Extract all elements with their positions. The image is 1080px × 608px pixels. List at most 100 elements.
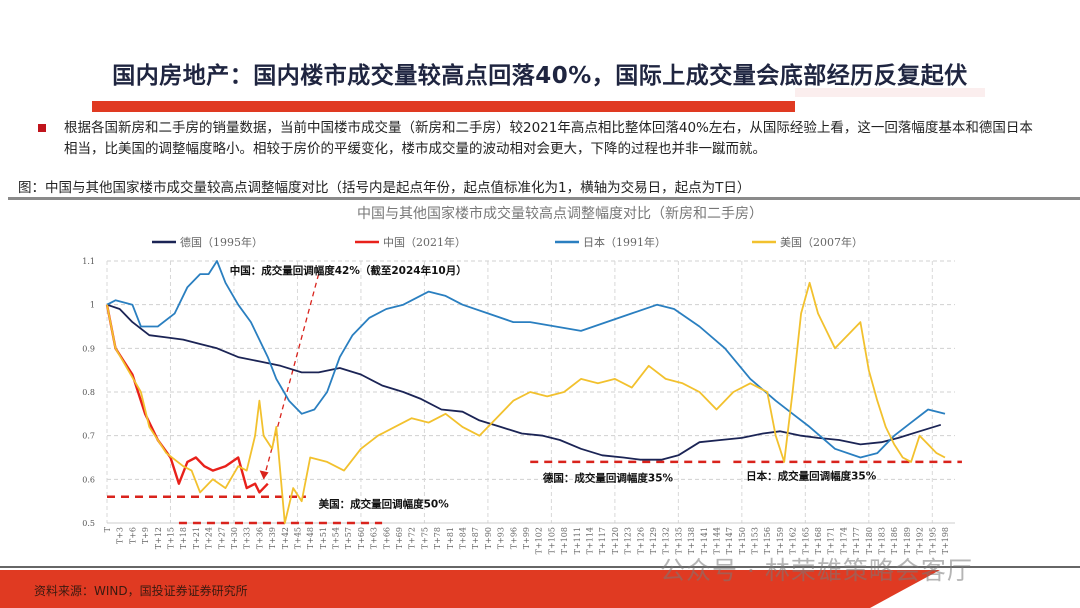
- x-tick-label: T+96: [509, 527, 518, 549]
- x-tick-label: T+63: [370, 527, 379, 549]
- series-line: [105, 304, 269, 494]
- x-tick-label: T+75: [420, 527, 429, 549]
- x-tick-label: T+186: [890, 527, 899, 554]
- y-tick-label: 0.6: [82, 475, 95, 484]
- x-tick-label: T+138: [687, 527, 696, 554]
- x-tick-label: T+12: [154, 527, 163, 549]
- x-tick-label: T+174: [839, 527, 848, 554]
- legend: 德国（1995年） 中国（2021年） 日本（1991年） 美国（2007年）: [152, 235, 863, 249]
- annotations: 中国：成交量回调幅度42%（截至2024年10月） 美国：成交量回调幅度50% 德国…: [230, 264, 877, 511]
- x-tick-label: T+39: [268, 527, 277, 549]
- chart-title: 中国与其他国家楼市成交量较高点调整幅度对比（新房和二手房）: [357, 205, 763, 222]
- x-tick-label: T+3: [116, 527, 125, 544]
- decorative-bar: [795, 88, 985, 97]
- x-tick-label: T+90: [484, 527, 493, 549]
- x-tick-label: T+111: [573, 527, 582, 554]
- series-line: [106, 260, 946, 459]
- x-tick-label: T+141: [700, 527, 709, 554]
- x-tick-label: T+51: [319, 527, 328, 549]
- x-tick-label: T+78: [433, 527, 442, 549]
- body-text: 根据各国新房和二手房的销量数据，当前中国楼市成交量（新房和二手房）较2021年高…: [64, 120, 1033, 157]
- x-tick-label: T+144: [712, 527, 721, 554]
- annotation-label: 中国：成交量回调幅度42%（截至2024年10月）: [230, 264, 467, 277]
- series-line: [106, 303, 942, 461]
- x-tick-label: T+135: [674, 527, 683, 554]
- footer-band: [0, 570, 940, 608]
- arrow-head-icon: [259, 470, 269, 480]
- x-tick-label: T+81: [446, 527, 455, 549]
- x-tick-label: T+198: [941, 527, 950, 554]
- x-tick-label: T+99: [522, 527, 531, 549]
- source-note: 资料来源：WIND，国投证券证券研究所: [34, 584, 248, 598]
- line-chart: 中国与其他国家楼市成交量较高点调整幅度对比（新房和二手房） 0.5 0.6 0.7 0…: [82, 205, 962, 554]
- x-tick-label: T+72: [408, 527, 417, 549]
- x-tick-label: T+180: [865, 527, 874, 554]
- x-tick-label: T+162: [789, 527, 798, 554]
- x-tick-label: T+6: [128, 527, 137, 544]
- x-tick-label: T+123: [624, 527, 633, 554]
- x-tick-label: T+42: [281, 527, 290, 549]
- x-tick-label: T+114: [585, 527, 594, 554]
- legend-label: 中国（2021年）: [383, 235, 466, 249]
- series-line: [106, 281, 946, 524]
- x-tick-label: T+105: [547, 527, 556, 554]
- x-tick-label: T+195: [928, 527, 937, 554]
- y-tick-label: 0.5: [82, 519, 95, 528]
- legend-label: 美国（2007年）: [780, 235, 863, 249]
- reference-lines: [107, 273, 962, 525]
- x-tick-label: T: [103, 526, 112, 532]
- y-tick-label: 1.1: [82, 257, 95, 266]
- x-tick-label: T+93: [497, 527, 506, 549]
- series-lines: [105, 260, 946, 524]
- footer-divider: [0, 566, 1080, 568]
- x-tick-label: T+15: [166, 527, 175, 549]
- y-tick-label: 0.7: [82, 432, 95, 441]
- x-tick-label: T+132: [662, 527, 671, 554]
- x-tick-label: T+126: [636, 527, 645, 554]
- x-tick-label: T+183: [878, 527, 887, 554]
- x-tick-label: T+36: [255, 527, 264, 549]
- x-tick-label: T+27: [217, 527, 226, 549]
- x-tick-label: T+150: [738, 527, 747, 554]
- x-tick-label: T+177: [852, 527, 861, 554]
- x-tick-label: T+165: [801, 527, 810, 554]
- x-tick-label: T+24: [205, 527, 214, 549]
- x-tick-label: T+87: [471, 527, 480, 549]
- y-tick-label: 0.9: [82, 344, 95, 353]
- x-tick-label: T+84: [459, 527, 468, 549]
- caption-divider: [8, 197, 1080, 200]
- x-tick-label: T+30: [230, 527, 239, 549]
- x-tick-label: T+45: [293, 527, 302, 549]
- x-tick-label: T+57: [344, 527, 353, 549]
- x-tick-label: T+171: [827, 527, 836, 554]
- watermark: 公众号 · 林荣雄策略会客厅: [660, 556, 973, 585]
- axes: 0.5 0.6 0.7 0.8 0.9 1 1.1 T T+3 T+6 T+9 T+12 T+15 T+1…: [82, 257, 955, 554]
- x-tick-label: T+120: [611, 527, 620, 554]
- x-tick-label: T+33: [243, 527, 252, 549]
- x-tick-label: T+66: [382, 527, 391, 549]
- title-underline-bar: [92, 101, 795, 112]
- x-tick-label: T+159: [776, 527, 785, 554]
- x-tick-label: T+108: [560, 527, 569, 554]
- figure-caption: 图：中国与其他国家楼市成交量较高点调整幅度对比（括号内是起点年份，起点值标准化为…: [18, 180, 751, 196]
- x-tick-label: T+129: [649, 527, 658, 554]
- annotation-label: 德国：成交量回调幅度35%: [542, 472, 674, 485]
- slide-title: 国内房地产：国内楼市成交量较高点回落40%，国际上成交量会底部经历反复起伏: [112, 63, 968, 89]
- x-tick-label: T+48: [306, 527, 315, 549]
- annotation-label: 日本：成交量回调幅度35%: [746, 469, 877, 482]
- x-tick-label: T+54: [332, 527, 341, 549]
- y-tick-label: 1: [90, 301, 95, 310]
- x-tick-label: T+156: [763, 527, 772, 554]
- annotation-label: 美国：成交量回调幅度50%: [319, 498, 450, 511]
- legend-label: 德国（1995年）: [180, 235, 263, 249]
- x-tick-label: T+69: [395, 527, 404, 549]
- y-tick-label: 0.8: [82, 388, 95, 397]
- x-tick-label: T+60: [357, 527, 366, 549]
- x-tick-label: T+168: [814, 527, 823, 554]
- x-tick-label: T+189: [903, 527, 912, 554]
- bullet-icon: [38, 124, 46, 132]
- x-tick-label: T+117: [598, 527, 607, 554]
- x-tick-label: T+192: [916, 527, 925, 554]
- x-tick-label: T+21: [192, 527, 201, 549]
- x-tick-label: T+18: [179, 527, 188, 549]
